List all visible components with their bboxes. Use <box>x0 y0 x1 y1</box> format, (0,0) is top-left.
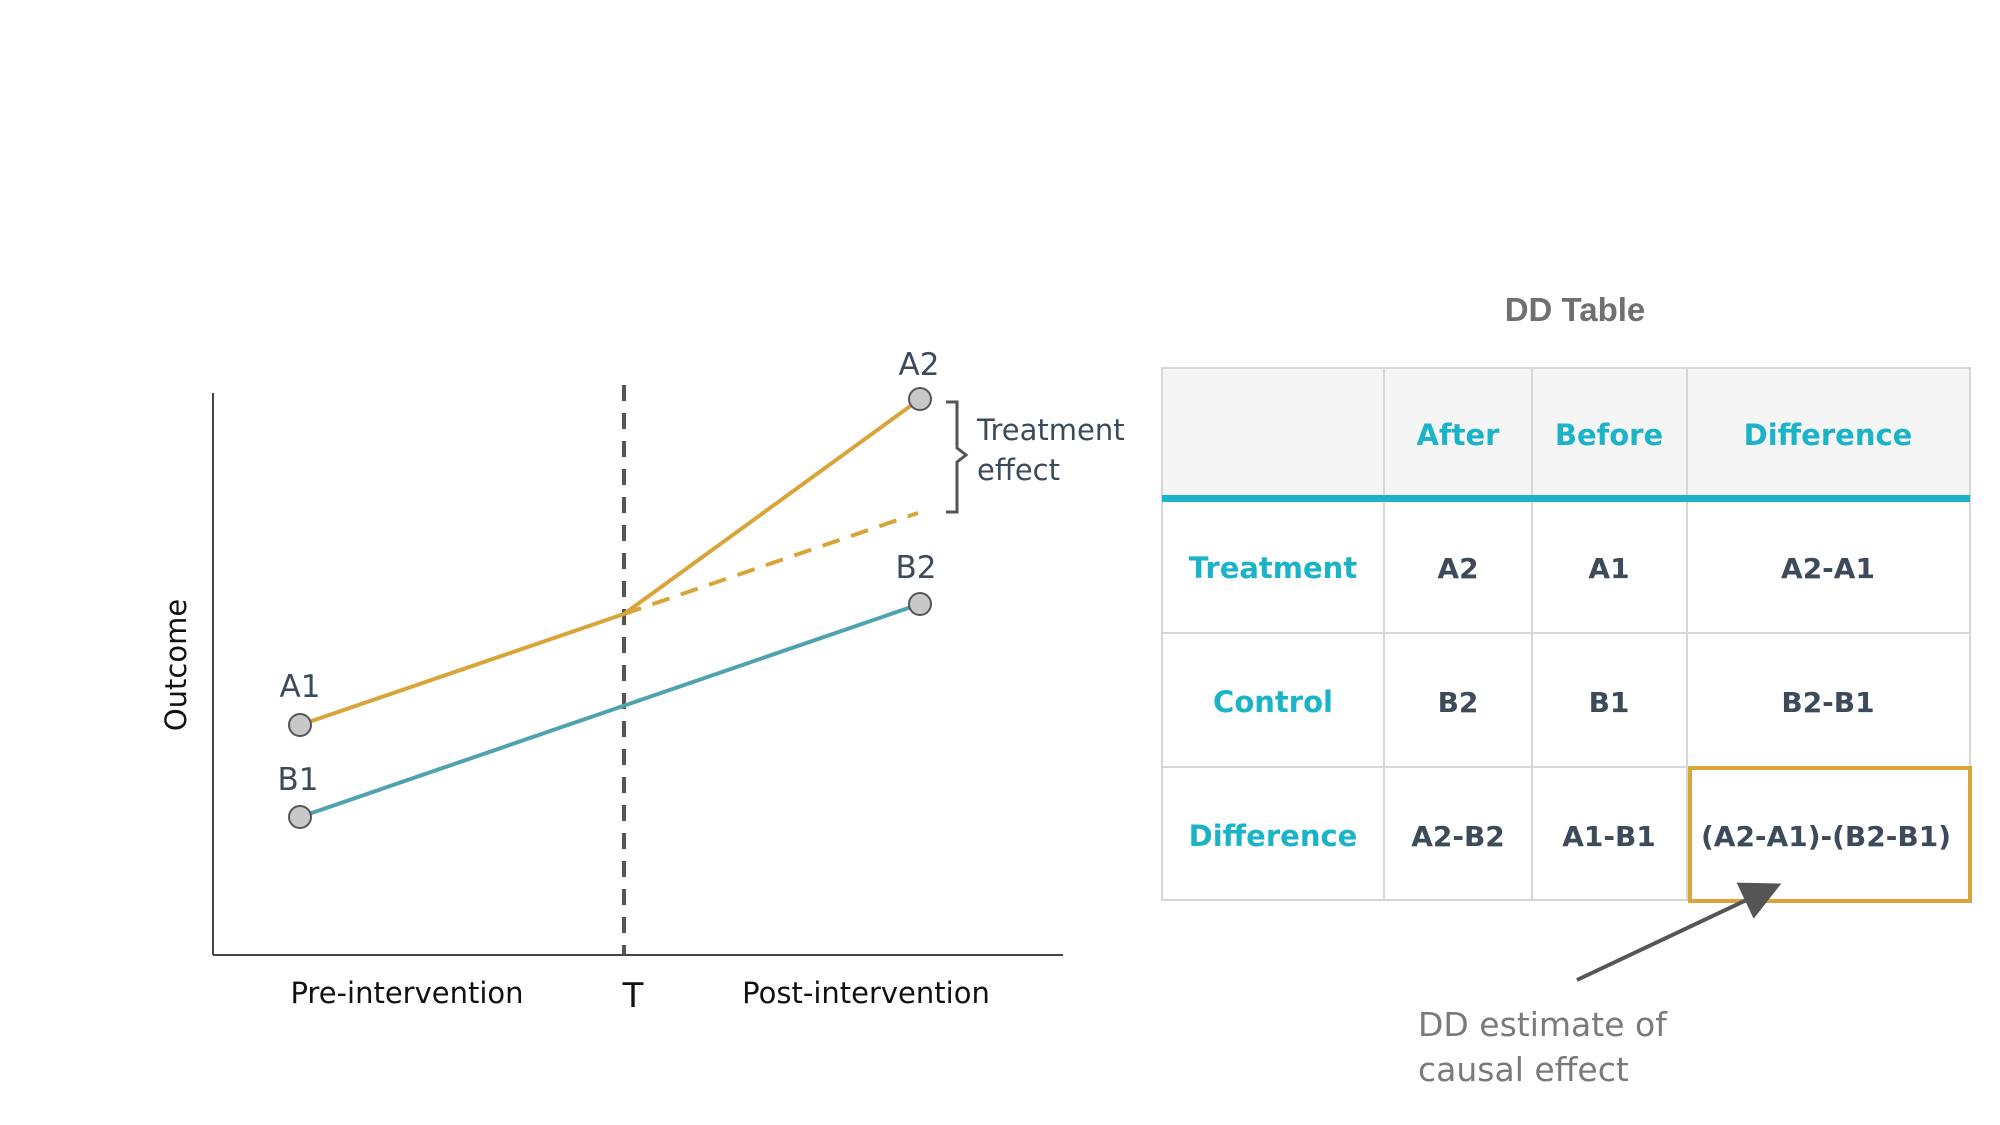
table-title: DD Table <box>1505 291 1646 328</box>
row-label-control: Control <box>1213 685 1333 719</box>
counterfactual-line <box>623 511 919 616</box>
point-label-a1: A1 <box>280 669 321 705</box>
cell-control-after: B2 <box>1438 686 1479 719</box>
col-header-before: Before <box>1555 418 1663 452</box>
point-label-b2: B2 <box>896 550 937 586</box>
control-line <box>299 602 921 819</box>
table-body-bg <box>1162 500 1970 900</box>
header-underline <box>1162 495 1970 502</box>
dd-table: DD Table After Before Difference Treatme… <box>1161 291 1972 903</box>
cell-treatment-difference: A2-A1 <box>1781 552 1875 585</box>
dd-note-line2: causal effect <box>1418 1050 1629 1089</box>
cell-treatment-before: A1 <box>1588 552 1629 585</box>
row-label-difference: Difference <box>1189 819 1358 853</box>
treatment-line <box>299 397 922 727</box>
dd-chart: A1 B1 A2 B2 Treatment effect Outcome Pre… <box>159 347 1125 1016</box>
point-marker-b2 <box>908 592 932 616</box>
point-label-a2: A2 <box>899 347 940 383</box>
cell-dd-estimate: (A2-A1)-(B2-B1) <box>1701 820 1951 853</box>
dd-estimate-arrow <box>1576 882 1782 982</box>
x-label-pre: Pre-intervention <box>290 976 523 1010</box>
point-marker-a1 <box>288 713 312 737</box>
row-label-treatment: Treatment <box>1189 551 1358 585</box>
point-marker-b1 <box>288 805 312 829</box>
col-header-after: After <box>1417 418 1501 452</box>
treatment-effect-label-line1: Treatment <box>976 413 1125 447</box>
cell-control-before: B1 <box>1589 686 1630 719</box>
treatment-effect-label-line2: effect <box>977 453 1060 487</box>
x-label-t: T <box>622 976 644 1016</box>
point-marker-a2 <box>908 387 932 411</box>
cell-control-difference: B2-B1 <box>1781 686 1874 719</box>
treatment-effect-bracket <box>946 400 969 514</box>
y-axis-label: Outcome <box>159 599 193 731</box>
x-label-post: Post-intervention <box>742 976 990 1010</box>
cell-treatment-after: A2 <box>1437 552 1478 585</box>
dd-note-line1: DD estimate of <box>1418 1005 1668 1044</box>
table-header-bg <box>1162 368 1970 497</box>
cell-difference-after: A2-B2 <box>1411 820 1505 853</box>
point-label-b1: B1 <box>278 762 319 798</box>
cell-difference-before: A1-B1 <box>1562 820 1656 853</box>
dd-estimate-highlight <box>1688 766 1972 903</box>
col-header-difference: Difference <box>1744 418 1913 452</box>
